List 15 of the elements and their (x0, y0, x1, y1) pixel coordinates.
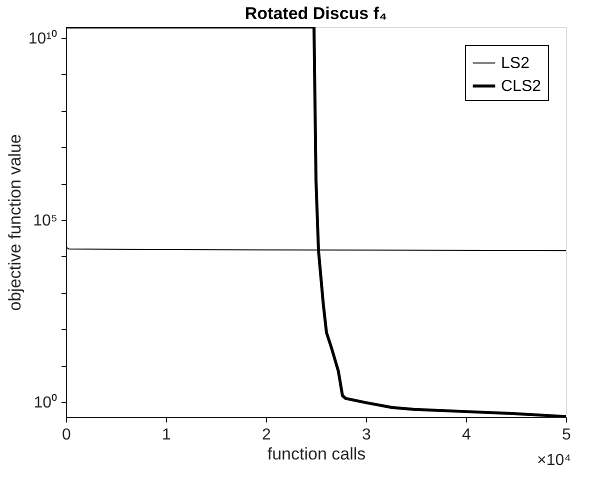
x-tick-label: 3 (362, 426, 372, 444)
x-tick-label: 2 (262, 426, 272, 444)
legend-label: CLS2 (501, 78, 542, 95)
chart-title: Rotated Discus f₄ (244, 4, 388, 23)
y-tick-label: 10⁰ (34, 394, 58, 412)
x-tick-label: 1 (162, 426, 172, 444)
y-tick-label: 10⁵ (33, 212, 58, 230)
x-axis-title: function calls (267, 444, 366, 464)
x-tick-label: 5 (562, 426, 572, 444)
x-tick-label: 0 (62, 426, 72, 444)
y-tick-label: 10¹⁰ (28, 29, 58, 48)
legend-label: LS2 (501, 55, 530, 72)
y-axis-title: objective function value (5, 134, 24, 311)
text: ×10⁴ (536, 452, 572, 469)
x-tick-label: 4 (462, 426, 472, 444)
